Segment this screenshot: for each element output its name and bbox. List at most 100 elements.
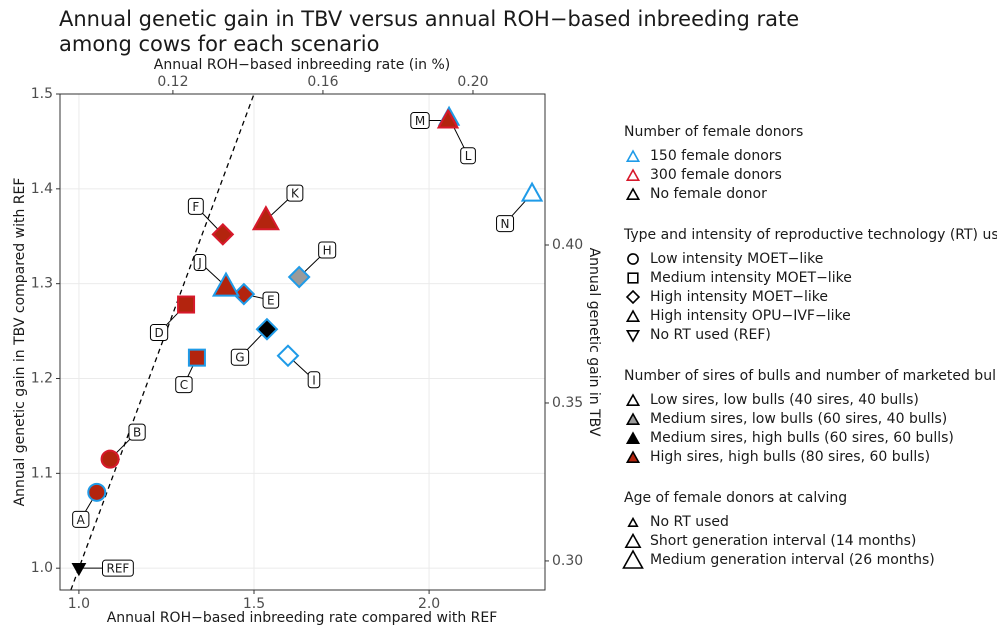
- point-label-text: REF: [106, 562, 129, 576]
- point-label-box: [460, 147, 476, 165]
- legend-key: [625, 289, 641, 305]
- y-axis-title: Annual genetic gain in TBV compared with…: [12, 178, 28, 507]
- point-label-text: L: [465, 149, 472, 163]
- point-label-box: [318, 241, 337, 259]
- point-label: G: [230, 348, 250, 366]
- point-label-text: M: [415, 114, 425, 128]
- legend-label: No RT used (REF): [650, 327, 771, 343]
- legend-key: [625, 450, 641, 464]
- y2-tick-label: 0.40: [552, 237, 583, 253]
- legend-label: Short generation interval (14 months): [650, 533, 916, 549]
- point: [232, 282, 256, 306]
- point-label-box: [175, 376, 193, 394]
- legend-key: [625, 309, 641, 323]
- legend-key: [627, 272, 639, 284]
- y2-tick-label: 0.35: [552, 395, 583, 411]
- legend-key: [627, 253, 639, 265]
- point-label: D: [149, 324, 169, 342]
- point: [255, 317, 279, 341]
- legend-label: Medium intensity MOET−like: [650, 270, 852, 286]
- legend-key: [625, 187, 641, 200]
- x2-axis-title: Annual ROH−based inbreeding rate (in %): [154, 57, 450, 73]
- point-label: C: [175, 376, 193, 394]
- point-label-text: K: [291, 187, 300, 201]
- legend-key: [625, 412, 641, 426]
- point: [187, 348, 206, 367]
- x-tick-label: 2.0: [418, 596, 440, 612]
- legend-key: [625, 393, 641, 407]
- legend-title: Age of female donors at calving: [624, 490, 847, 506]
- chart-title: Annual genetic gain in TBV versus annual…: [59, 7, 799, 31]
- legend-label: Medium sires, low bulls (60 sires, 40 bu…: [650, 411, 947, 427]
- y2-axis-title: Annual genetic gain in TBV: [586, 248, 602, 437]
- point-label-box: [230, 348, 250, 366]
- point-label-box: [193, 254, 207, 272]
- plot-background: [60, 94, 545, 590]
- point-label-box: [262, 291, 280, 309]
- x2-tick-label: 0.12: [157, 74, 188, 90]
- point-label: H: [318, 241, 337, 259]
- legend-label: Medium sires, high bulls (60 sires, 60 b…: [650, 430, 954, 446]
- legend-label: No female donor: [650, 186, 767, 202]
- legend-title: Number of sires of bulls and number of m…: [624, 368, 997, 384]
- chart-title: among cows for each scenario: [59, 32, 379, 56]
- x-axis-title: Annual ROH−based inbreeding rate compare…: [107, 610, 498, 626]
- point-label: J: [193, 254, 207, 272]
- legend-key: [625, 431, 641, 445]
- point-label-box: [101, 559, 134, 577]
- legend-label: 300 female donors: [650, 167, 782, 183]
- point-label-text: C: [180, 378, 188, 392]
- point-label: B: [128, 423, 146, 441]
- point-label-text: E: [267, 294, 275, 308]
- plot-border: [59, 93, 546, 591]
- legend-label: High sires, high bulls (80 sires, 60 bul…: [650, 449, 930, 465]
- reference-line: [70, 93, 255, 591]
- point: [276, 344, 300, 368]
- point-label-text: F: [192, 200, 199, 214]
- point-label: L: [460, 147, 476, 165]
- point-label: A: [72, 510, 90, 528]
- x2-tick-label: 0.16: [307, 74, 338, 90]
- legend-key: [625, 329, 641, 343]
- y-tick-label: 1.3: [31, 276, 53, 292]
- point-label: I: [307, 371, 321, 389]
- point-label-box: [286, 184, 304, 202]
- legend-label: Low intensity MOET−like: [650, 251, 823, 267]
- legend-label: High intensity MOET−like: [650, 289, 828, 305]
- point: [287, 265, 311, 289]
- point-label-text: H: [323, 244, 332, 258]
- point-label-box: [187, 197, 204, 215]
- point-label-box: [128, 423, 146, 441]
- point-label: E: [262, 291, 280, 309]
- legend-label: No RT used: [650, 514, 729, 530]
- point-label-box: [72, 510, 90, 528]
- point-label: F: [187, 197, 204, 215]
- legend-label: 150 female donors: [650, 148, 782, 164]
- point-label-text: A: [77, 513, 86, 527]
- point-label-box: [149, 324, 169, 342]
- y-tick-label: 1.4: [31, 181, 53, 197]
- point: [100, 449, 120, 469]
- point-label-text: I: [312, 373, 316, 387]
- point-label-text: J: [197, 256, 202, 270]
- point-label-text: B: [133, 426, 141, 440]
- x2-tick-label: 0.20: [457, 74, 488, 90]
- point: [520, 181, 544, 202]
- y2-tick-label: 0.30: [552, 553, 583, 569]
- legend-key: [627, 516, 639, 527]
- legend-key: [622, 549, 644, 569]
- point-label: M: [410, 112, 430, 130]
- legend-title: Number of female donors: [624, 124, 803, 140]
- y-tick-label: 1.1: [31, 465, 53, 481]
- legend-label: Low sires, low bulls (40 sires, 40 bulls…: [650, 392, 919, 408]
- point: [71, 562, 87, 577]
- legend-label: High intensity OPU−IVF−like: [650, 308, 851, 324]
- point: [177, 295, 196, 314]
- point-label-text: D: [154, 326, 163, 340]
- y-tick-label: 1.2: [31, 371, 53, 387]
- legend-label: Medium generation interval (26 months): [650, 552, 935, 568]
- point: [87, 482, 107, 502]
- point-label-box: [307, 371, 321, 389]
